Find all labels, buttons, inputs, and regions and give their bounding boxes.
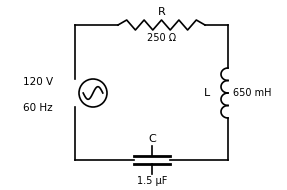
Text: 60 Hz: 60 Hz xyxy=(23,103,53,113)
Text: 250 Ω: 250 Ω xyxy=(147,33,176,43)
Text: 1.5 μF: 1.5 μF xyxy=(137,176,167,186)
Text: L: L xyxy=(204,88,210,98)
Text: C: C xyxy=(148,134,156,144)
Text: 120 V: 120 V xyxy=(23,77,53,87)
Text: 650 mH: 650 mH xyxy=(233,88,272,98)
Text: R: R xyxy=(158,7,165,17)
